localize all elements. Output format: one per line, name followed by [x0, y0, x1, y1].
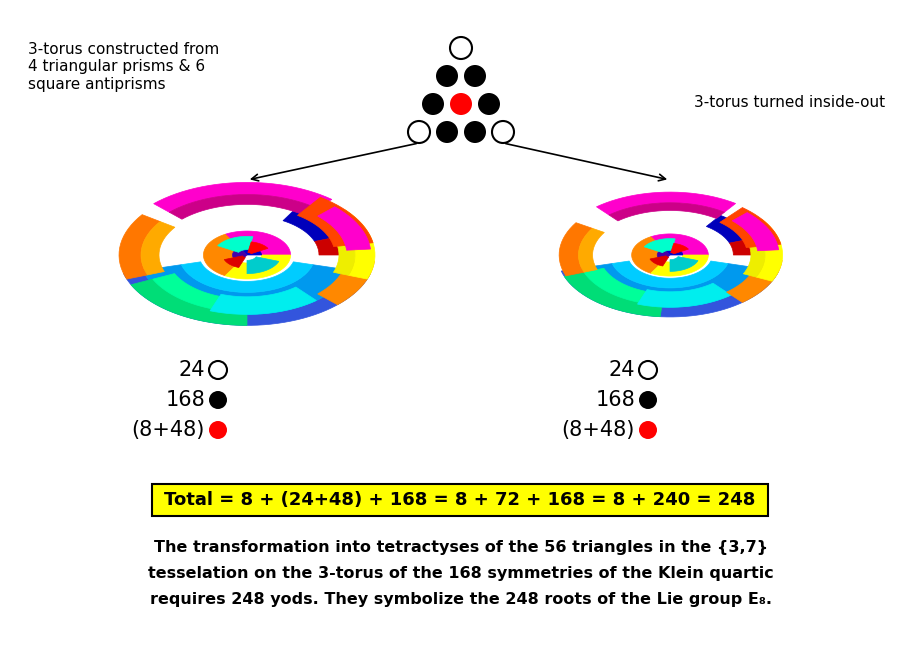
Polygon shape [247, 257, 278, 274]
Polygon shape [748, 219, 783, 281]
Polygon shape [240, 247, 262, 255]
Circle shape [436, 65, 458, 87]
Text: 3-torus turned inside-out: 3-torus turned inside-out [694, 95, 885, 110]
Text: tesselation on the 3-torus of the 168 symmetries of the Klein quartic: tesselation on the 3-torus of the 168 sy… [148, 566, 774, 581]
Circle shape [209, 421, 227, 439]
Circle shape [639, 361, 657, 379]
Polygon shape [651, 255, 708, 276]
Circle shape [209, 391, 227, 409]
Text: 168: 168 [165, 390, 205, 410]
Polygon shape [143, 265, 351, 314]
Polygon shape [732, 213, 779, 251]
Polygon shape [298, 197, 373, 247]
Polygon shape [651, 234, 708, 255]
Polygon shape [225, 255, 290, 279]
Polygon shape [218, 236, 253, 252]
Polygon shape [670, 244, 689, 254]
Polygon shape [330, 210, 375, 279]
Polygon shape [204, 234, 240, 276]
Polygon shape [657, 249, 670, 261]
Circle shape [450, 37, 472, 59]
Circle shape [450, 93, 472, 115]
Polygon shape [670, 257, 698, 272]
Polygon shape [224, 256, 245, 268]
Polygon shape [248, 242, 268, 254]
Polygon shape [637, 283, 731, 307]
Text: 24: 24 [609, 360, 635, 380]
Polygon shape [644, 239, 675, 253]
Text: 168: 168 [596, 390, 635, 410]
Polygon shape [210, 287, 316, 314]
Polygon shape [729, 238, 758, 255]
Polygon shape [578, 264, 762, 307]
Polygon shape [612, 261, 727, 288]
Circle shape [639, 391, 657, 409]
Text: 24: 24 [179, 360, 205, 380]
Polygon shape [584, 268, 664, 305]
Text: (8+48): (8+48) [561, 420, 635, 440]
Circle shape [552, 137, 787, 373]
Polygon shape [727, 259, 782, 302]
Circle shape [436, 121, 458, 143]
Polygon shape [317, 217, 355, 276]
Polygon shape [124, 270, 371, 325]
Polygon shape [720, 207, 781, 248]
Polygon shape [141, 221, 175, 275]
Circle shape [408, 121, 430, 143]
Polygon shape [153, 274, 247, 312]
Polygon shape [314, 236, 347, 255]
Polygon shape [650, 256, 668, 266]
Polygon shape [578, 228, 604, 272]
Circle shape [492, 121, 514, 143]
Polygon shape [559, 223, 593, 276]
Circle shape [464, 65, 486, 87]
Circle shape [209, 361, 227, 379]
Circle shape [464, 121, 486, 143]
Text: requires 248 yods. They symbolize the 248 roots of the Lie group E₈.: requires 248 yods. They symbolize the 24… [150, 592, 772, 607]
Polygon shape [664, 248, 683, 255]
Text: Total = 8 + (24+48) + 168 = 8 + 72 + 168 = 8 + 240 = 248: Total = 8 + (24+48) + 168 = 8 + 72 + 168… [164, 491, 756, 509]
Text: The transformation into tetractyses of the 56 triangles in the {3,7}: The transformation into tetractyses of t… [154, 540, 768, 555]
Text: (8+48): (8+48) [132, 420, 205, 440]
Text: 3-torus constructed from
4 triangular prisms & 6
square antiprisms: 3-torus constructed from 4 triangular pr… [28, 42, 219, 92]
Polygon shape [318, 260, 374, 305]
FancyBboxPatch shape [152, 484, 768, 516]
Circle shape [639, 421, 657, 439]
Polygon shape [632, 237, 664, 273]
Polygon shape [154, 183, 332, 212]
Polygon shape [561, 268, 779, 317]
Circle shape [478, 93, 500, 115]
Polygon shape [182, 262, 313, 292]
Polygon shape [131, 279, 247, 325]
Polygon shape [706, 215, 752, 243]
Polygon shape [283, 207, 341, 242]
Polygon shape [318, 207, 371, 250]
Polygon shape [609, 203, 725, 221]
Polygon shape [119, 215, 160, 279]
Polygon shape [597, 192, 736, 215]
Circle shape [422, 93, 444, 115]
Polygon shape [737, 225, 765, 277]
Polygon shape [170, 195, 318, 219]
Polygon shape [232, 248, 247, 262]
Circle shape [114, 122, 380, 388]
Polygon shape [564, 272, 662, 316]
Polygon shape [225, 231, 290, 255]
